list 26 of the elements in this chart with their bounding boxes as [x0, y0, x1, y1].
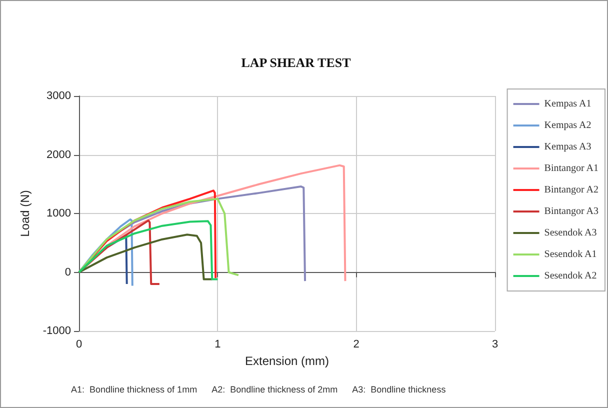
line-series — [78, 220, 219, 280]
legend-label: Kempas A2 — [544, 120, 592, 131]
legend-label: Bintangor A3 — [544, 206, 598, 217]
x-axis-title: Extension (mm) — [244, 354, 330, 368]
line-series — [78, 234, 214, 280]
x-tick-label: 0 — [76, 338, 82, 350]
x-tick-label: 1 — [214, 338, 221, 350]
legend-label: Kempas A3 — [544, 142, 592, 152]
legend-label: Bintangor A2 — [544, 184, 598, 196]
legend-label: Kempas A1 — [544, 98, 592, 110]
chart-title: LAP SHEAR TEST — [241, 55, 352, 70]
y-axis-title: Load (N) — [18, 190, 32, 237]
legend-label: Sesendok A1 — [544, 249, 597, 260]
legend-label: Sesendok A3 — [544, 228, 597, 238]
y-tick-label: 0 — [64, 266, 71, 278]
x-tick-label: 2 — [353, 338, 360, 350]
y-tick-label: 1000 — [46, 208, 71, 220]
legend-label: Sesendok A2 — [544, 270, 597, 282]
legend-label: Bintangor A1 — [544, 163, 598, 174]
y-tick-label: 3000 — [46, 90, 71, 102]
line-series — [78, 198, 240, 276]
y-tick-label: 2000 — [46, 148, 71, 161]
text: A1: Bondline thickness of 1mm A2: Bondline thickness of 2mm A3: Bondline thickness — [71, 384, 446, 394]
y-tick-label: -1000 — [42, 325, 71, 337]
x-tick-label: 3 — [492, 338, 498, 350]
line-series — [78, 218, 134, 287]
